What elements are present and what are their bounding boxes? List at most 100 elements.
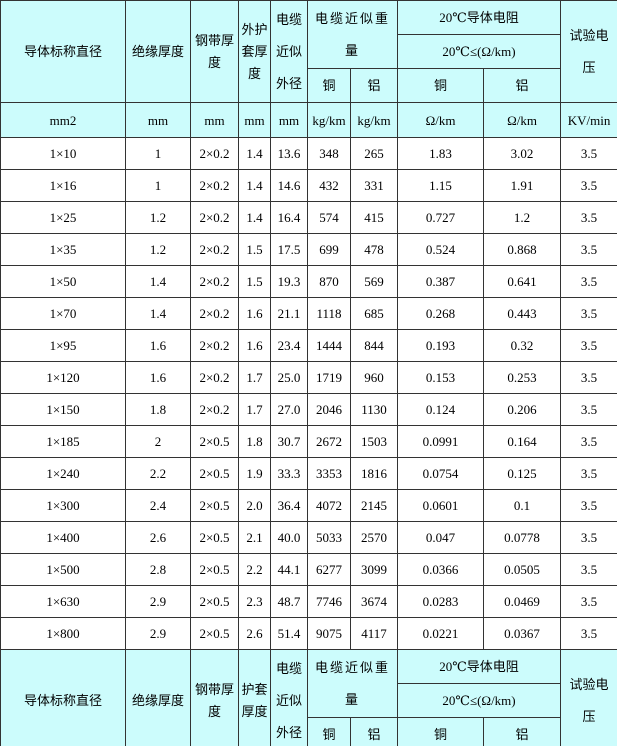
table-row: 铜铝铜铝 (1, 717, 617, 746)
data-cell: 0.0469 (483, 585, 562, 618)
data-cell: 1.15 (397, 169, 485, 202)
data-cell: 1×300 (0, 489, 126, 522)
data-cell: 0.153 (397, 361, 485, 394)
data-cell: 1.4 (238, 201, 271, 234)
table-row: 1×185 2 2×0.5 1.8 30.7 2672 1503 0.0991 0.164 3.5 (0, 425, 617, 458)
unit-cell: mm (270, 102, 308, 138)
header-cell: 绝缘厚度 (125, 0, 191, 103)
data-cell: 870 (307, 265, 351, 298)
data-cell: 25.0 (270, 361, 308, 394)
data-cell: 1.8 (238, 425, 271, 458)
data-cell: 9075 (307, 617, 351, 650)
data-cell: 1.6 (238, 297, 271, 330)
data-cell: 1×150 (0, 393, 126, 426)
data-cell: 1.6 (238, 329, 271, 362)
data-cell: 0.0505 (483, 553, 562, 586)
data-cell: 2.9 (125, 585, 191, 618)
table-row: 1×800 2.9 2×0.5 2.6 51.4 9075 4117 0.0221 0.0367… (0, 617, 617, 650)
table-row: 1×120 1.6 2×0.2 1.7 25.0 1719 960 0.153 0.253 3.5 (0, 361, 617, 394)
data-cell: 2.6 (125, 521, 191, 554)
data-cell: 331 (349, 169, 399, 202)
data-cell: 3.5 (560, 585, 617, 618)
data-cell: 2672 (307, 425, 351, 458)
data-cell: 2×0.2 (190, 297, 239, 330)
data-cell: 1.8 (125, 393, 191, 426)
data-cell: 5033 (307, 521, 351, 554)
data-cell: 3.5 (560, 233, 617, 266)
unit-cell: mm (125, 102, 191, 138)
data-cell: 1×10 (0, 137, 126, 170)
data-cell: 40.0 (270, 521, 308, 554)
data-cell: 0.047 (397, 521, 485, 554)
data-cell: 1.4 (238, 169, 271, 202)
data-cell: 2×0.2 (190, 201, 239, 234)
unit-cell: mm2 (0, 102, 126, 138)
header-cell: 试验电压 (560, 0, 617, 103)
table-row: 1×150 1.8 2×0.2 1.7 27.0 2046 1130 0.124 0.206 3.… (0, 393, 617, 426)
data-cell: 960 (349, 361, 399, 394)
data-cell: 432 (307, 169, 351, 202)
data-cell: 844 (349, 329, 399, 362)
data-cell: 3.5 (560, 521, 617, 554)
data-cell: 3099 (349, 553, 399, 586)
data-cell: 2145 (349, 489, 399, 522)
data-cell: 23.4 (270, 329, 308, 362)
data-cell: 36.4 (270, 489, 308, 522)
data-cell: 1.5 (238, 233, 271, 266)
unit-cell: kg/km (349, 102, 399, 138)
header-cell: 绝缘厚度 (125, 649, 191, 746)
data-cell: 51.4 (270, 617, 308, 650)
data-cell: 27.0 (270, 393, 308, 426)
unit-cell: mm (238, 102, 271, 138)
unit-cell: kg/km (307, 102, 351, 138)
table-row: 1×16 1 2×0.2 1.4 14.6 432 331 1.15 1.91 3.5 (0, 169, 617, 202)
data-cell: 699 (307, 233, 351, 266)
data-cell: 3.5 (560, 297, 617, 330)
data-cell: 1×240 (0, 457, 126, 490)
data-cell: 2.8 (125, 553, 191, 586)
unit-cell: mm (190, 102, 239, 138)
header-cell: 钢带厚度 (190, 0, 239, 103)
data-cell: 2×0.2 (190, 169, 239, 202)
table-row: 1×10 1 2×0.2 1.4 13.6 348 265 1.83 3.02 3.5 (0, 137, 617, 170)
data-cell: 2×0.2 (190, 265, 239, 298)
data-cell: 3.5 (560, 169, 617, 202)
data-cell: 3.5 (560, 393, 617, 426)
data-cell: 3.5 (560, 137, 617, 170)
data-cell: 1×630 (0, 585, 126, 618)
data-cell: 1×800 (0, 617, 126, 650)
data-cell: 0.0778 (483, 521, 562, 554)
data-cell: 3.5 (560, 201, 617, 234)
data-cell: 2×0.2 (190, 137, 239, 170)
table-row: 1×240 2.2 2×0.5 1.9 33.3 3353 1816 0.0754 0.125 3… (0, 457, 617, 490)
data-cell: 569 (349, 265, 399, 298)
data-cell: 2×0.5 (190, 457, 239, 490)
data-cell: 0.125 (483, 457, 562, 490)
data-cell: 1 (125, 137, 191, 170)
table-row: 导体标称直径 绝缘厚度 钢带厚度 外护套厚度 电缆近似外径 电缆近似重量 20℃导体电阻 试验… (0, 0, 617, 103)
data-cell: 1.6 (125, 361, 191, 394)
data-cell: 1.7 (238, 361, 271, 394)
data-cell: 415 (349, 201, 399, 234)
header-cell: 电缆近似重量 (306, 0, 399, 69)
table-row: 20℃≤(Ω/km) (1, 683, 617, 718)
header-cell: 铝 (349, 68, 399, 103)
data-cell: 1×95 (0, 329, 126, 362)
data-cell: 0.387 (397, 265, 485, 298)
data-cell: 2×0.5 (190, 553, 239, 586)
data-cell: 4117 (349, 617, 399, 650)
data-cell: 0.641 (483, 265, 562, 298)
data-cell: 1.2 (125, 233, 191, 266)
data-cell: 3.5 (560, 425, 617, 458)
data-cell: 17.5 (270, 233, 308, 266)
data-cell: 1816 (349, 457, 399, 490)
header-cell: 导体标称直径 (0, 0, 126, 103)
table-row: 导体标称直径 绝缘厚度 钢带厚度 护套厚度 电缆近似外径 电缆近似重量 20℃导体电阻 试验电… (0, 649, 617, 746)
table-row: 1×50 1.4 2×0.2 1.5 19.3 870 569 0.387 0.641 3.5 (0, 265, 617, 298)
header-cell: 试验电压 (560, 649, 617, 746)
data-cell: 1×120 (0, 361, 126, 394)
data-cell: 1 (125, 169, 191, 202)
data-cell: 3353 (307, 457, 351, 490)
data-cell: 2×0.2 (190, 233, 239, 266)
